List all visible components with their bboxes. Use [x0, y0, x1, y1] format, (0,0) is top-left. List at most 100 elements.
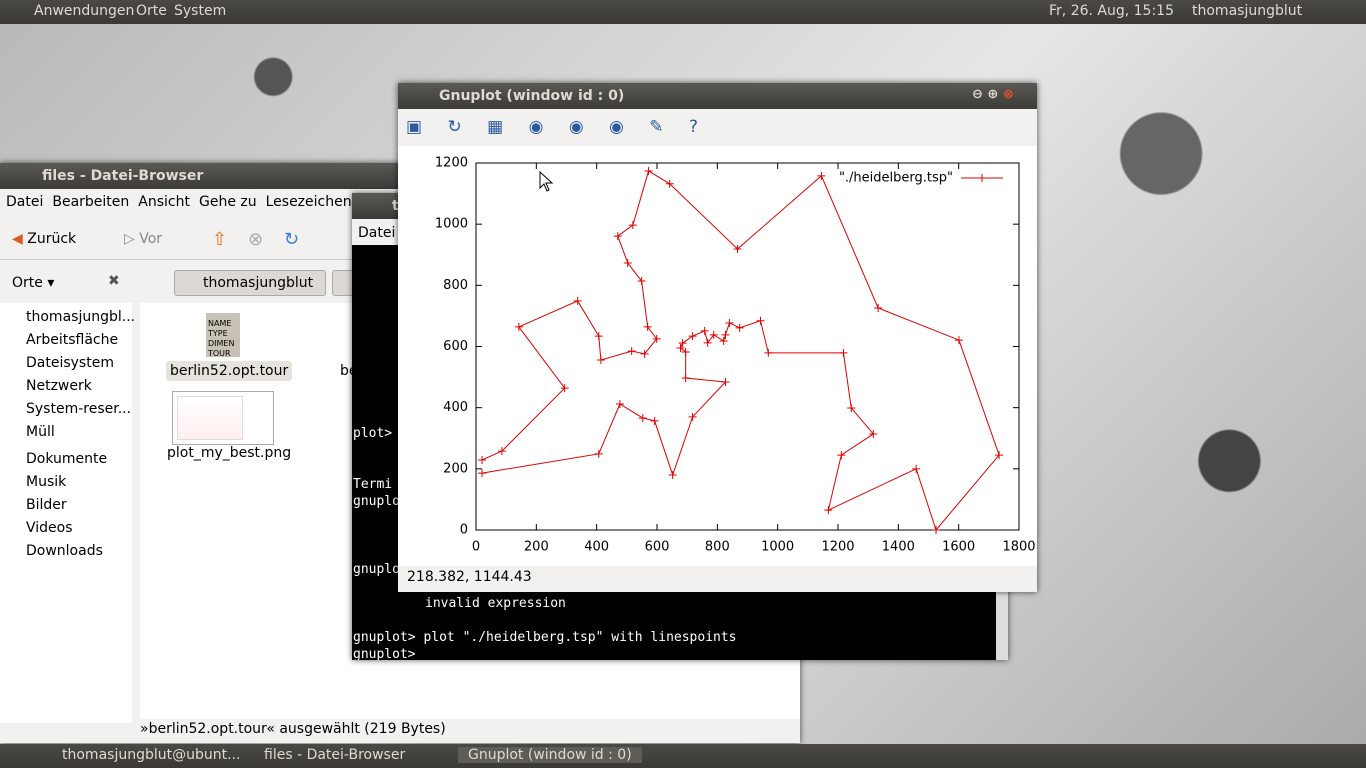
- icon-text: TOUR: [208, 349, 231, 358]
- sidebar-header[interactable]: Orte ▾: [12, 275, 55, 291]
- point-marker: [560, 384, 569, 393]
- forward-button[interactable]: ▷ Vor: [124, 231, 163, 247]
- title-bar: Gnuplot (window id : 0) ⊖ ⊕ ⊗: [398, 83, 1037, 109]
- close-sidebar[interactable]: ✖: [108, 273, 120, 289]
- menu-bar: Datei Bearbeiten Ansicht Gehe zu Lesezeichen…: [6, 194, 393, 210]
- place-item[interactable]: thomasjungbl...: [26, 309, 136, 325]
- point-marker: [932, 526, 941, 534]
- point-marker: [839, 348, 848, 357]
- top-panel: Anwendungen Orte System Fr, 26. Aug, 15:15 t…: [0, 0, 1366, 24]
- panel-menu[interactable]: Orte: [136, 3, 167, 19]
- legend-marker: [978, 174, 986, 182]
- terminal-line: gnuplo: [353, 562, 400, 577]
- taskbar-item[interactable]: files - Datei-Browser: [264, 747, 406, 763]
- file-name[interactable]: plot_my_best.png: [167, 445, 292, 461]
- menu-item[interactable]: Gehe zu: [198, 194, 257, 210]
- menu-item[interactable]: Datei: [358, 225, 396, 241]
- point-marker: [596, 355, 605, 364]
- place-item[interactable]: Videos: [26, 520, 73, 536]
- point-marker: [638, 414, 647, 423]
- point-marker: [627, 347, 636, 356]
- point-marker: [640, 349, 649, 358]
- point-marker: [817, 171, 826, 180]
- window-title: t: [392, 198, 399, 214]
- x-tick-label: 600: [645, 540, 670, 555]
- sidebar: thomasjungbl... Arbeitsfläche Dateisystem N…: [0, 303, 136, 723]
- place-item[interactable]: Dokumente: [26, 451, 108, 467]
- menu-item[interactable]: Bearbeiten: [52, 194, 130, 210]
- image-thumbnail: [172, 391, 274, 445]
- point-marker: [643, 322, 652, 331]
- place-item[interactable]: System-reser...: [26, 401, 132, 417]
- menu-item[interactable]: Lesezeichen: [265, 194, 352, 210]
- point-marker: [478, 469, 487, 478]
- sidebar-title: Orte: [12, 275, 43, 291]
- point-marker: [650, 416, 659, 425]
- window-buttons[interactable]: ⊖ ⊕ ⊗: [972, 87, 1014, 102]
- point-marker: [678, 339, 687, 348]
- series-line: [481, 170, 1000, 532]
- stop-button[interactable]: ⊗: [248, 229, 264, 250]
- place-item[interactable]: Downloads: [26, 543, 103, 559]
- user-name[interactable]: thomasjungblut: [1192, 3, 1303, 19]
- toolbar[interactable]: ▣ ↻ ▦ ◉ ◉ ◉ ✎ ?: [406, 117, 708, 137]
- coordinates: 218.382, 1144.43: [407, 569, 532, 585]
- terminal-line: invalid expression: [425, 596, 566, 611]
- up-button[interactable]: ⇧: [212, 229, 228, 250]
- y-tick-label: 400: [443, 400, 468, 415]
- terminal-line: plot>: [353, 426, 393, 441]
- point-marker: [912, 464, 921, 473]
- place-item[interactable]: Müll: [26, 424, 55, 440]
- place-item[interactable]: Netzwerk: [26, 378, 92, 394]
- point-marker: [874, 303, 883, 312]
- point-marker: [709, 330, 718, 339]
- point-marker: [594, 332, 603, 341]
- point-marker: [719, 336, 728, 345]
- icon-text: NAME: [208, 319, 232, 328]
- point-marker: [703, 338, 712, 347]
- terminal-line: Termi: [353, 477, 393, 492]
- point-marker: [514, 322, 523, 331]
- x-tick-label: 200: [524, 540, 549, 555]
- point-marker: [725, 318, 734, 327]
- x-tick-label: 1800: [1002, 540, 1035, 555]
- point-marker: [676, 344, 685, 353]
- point-marker: [478, 455, 487, 464]
- point-marker: [615, 399, 624, 408]
- gnuplot-window: Gnuplot (window id : 0) ⊖ ⊕ ⊗ ▣ ↻ ▦ ◉ ◉ …: [398, 83, 1037, 592]
- place-item[interactable]: Bilder: [26, 497, 67, 513]
- icon-text: TYPE: [208, 329, 228, 338]
- reload-button[interactable]: ↻: [284, 229, 300, 250]
- point-marker: [995, 451, 1004, 460]
- menu-item[interactable]: Ansicht: [138, 194, 190, 210]
- place-item[interactable]: Dateisystem: [26, 355, 114, 371]
- icon-text: DIMEN: [208, 339, 235, 348]
- breadcrumb-button[interactable]: thomasjungblut: [174, 270, 327, 296]
- taskbar: thomasjungblut@ubunt... files - Datei-Bro…: [0, 744, 1366, 768]
- taskbar-item[interactable]: Gnuplot (window id : 0): [458, 747, 642, 763]
- window-title: files - Datei-Browser: [42, 168, 204, 184]
- point-marker: [681, 348, 690, 357]
- file-icon: NAME TYPE DIMEN TOUR: [206, 313, 240, 358]
- window-title: Gnuplot (window id : 0): [439, 88, 625, 104]
- taskbar-item[interactable]: thomasjungblut@ubunt...: [62, 747, 241, 763]
- clock[interactable]: Fr, 26. Aug, 15:15: [1049, 3, 1174, 19]
- point-marker: [764, 348, 773, 357]
- place-item[interactable]: Arbeitsfläche: [26, 332, 119, 348]
- x-tick-label: 800: [705, 540, 730, 555]
- panel-menu[interactable]: Anwendungen: [34, 3, 135, 19]
- point-marker: [688, 332, 697, 341]
- point-marker: [954, 336, 963, 345]
- point-marker: [681, 374, 690, 383]
- back-button[interactable]: ◀ Zurück: [12, 231, 77, 247]
- place-item[interactable]: Musik: [26, 474, 67, 490]
- y-tick-label: 600: [443, 339, 468, 354]
- terminal-line: gnuplot> plot "./heidelberg.tsp" with li…: [353, 630, 737, 645]
- menu-item[interactable]: Datei: [6, 194, 44, 210]
- panel-menu[interactable]: System: [174, 3, 227, 19]
- plot-frame: [475, 162, 1020, 531]
- file-name[interactable]: berlin52.opt.tour: [166, 361, 293, 381]
- point-marker: [665, 179, 674, 188]
- point-marker: [721, 377, 730, 386]
